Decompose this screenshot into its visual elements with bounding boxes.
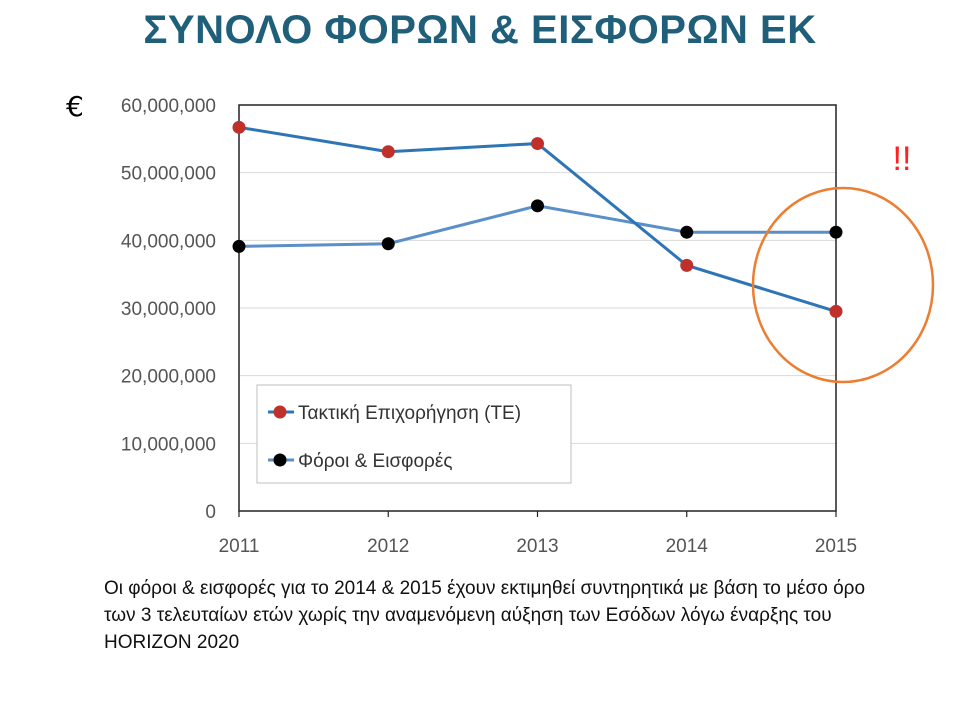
y-tick-label: 40,000,000 — [121, 231, 216, 252]
footnote: Οι φόροι & εισφορές για το 2014 & 2015 έ… — [104, 578, 866, 653]
data-point-series-2 — [829, 225, 843, 239]
x-tick-label: 2014 — [666, 536, 709, 557]
y-tick-label: 30,000,000 — [121, 299, 216, 320]
legend-box — [256, 384, 572, 484]
chart-title: ΣΥΝΟΛΟ ΦΟΡΩΝ & ΕΙΣΦΟΡΩΝ ΕΚ — [143, 8, 817, 52]
line-chart: 0 10,000,000 20,000,000 30,000,000 40,000,00… — [121, 96, 935, 557]
x-tick-label: 2015 — [815, 536, 857, 557]
data-point-series-1 — [680, 258, 694, 272]
x-tick-label: 2012 — [367, 536, 409, 557]
data-point-series-1 — [232, 120, 246, 134]
data-point-series-2 — [531, 199, 544, 213]
data-point-series-1 — [381, 145, 395, 159]
legend-label-2: Φόροι & Εισφορές — [298, 451, 453, 472]
alert-annotation: !! — [893, 140, 912, 178]
data-point-series-1 — [829, 304, 843, 318]
y-tick-label: 50,000,000 — [121, 164, 216, 185]
y-tick-label: 0 — [205, 502, 216, 523]
currency-label: € — [66, 90, 84, 123]
highlight-circle — [751, 186, 935, 384]
data-point-series-2 — [680, 225, 694, 239]
y-tick-label: 60,000,000 — [121, 96, 216, 117]
x-tick-label: 2013 — [516, 536, 558, 557]
legend-label-1: Τακτική Επιχορήγηση (ΤΕ) — [298, 403, 521, 424]
legend-marker-2 — [273, 453, 287, 467]
legend-marker-1 — [273, 405, 287, 419]
x-tick-label: 2011 — [219, 536, 260, 557]
y-tick-label: 10,000,000 — [121, 434, 216, 455]
series-line-1 — [238, 125, 837, 313]
data-point-series-2 — [381, 237, 395, 251]
data-point-series-1 — [531, 137, 544, 151]
data-point-series-2 — [232, 239, 246, 253]
y-tick-label: 20,000,000 — [121, 367, 216, 388]
